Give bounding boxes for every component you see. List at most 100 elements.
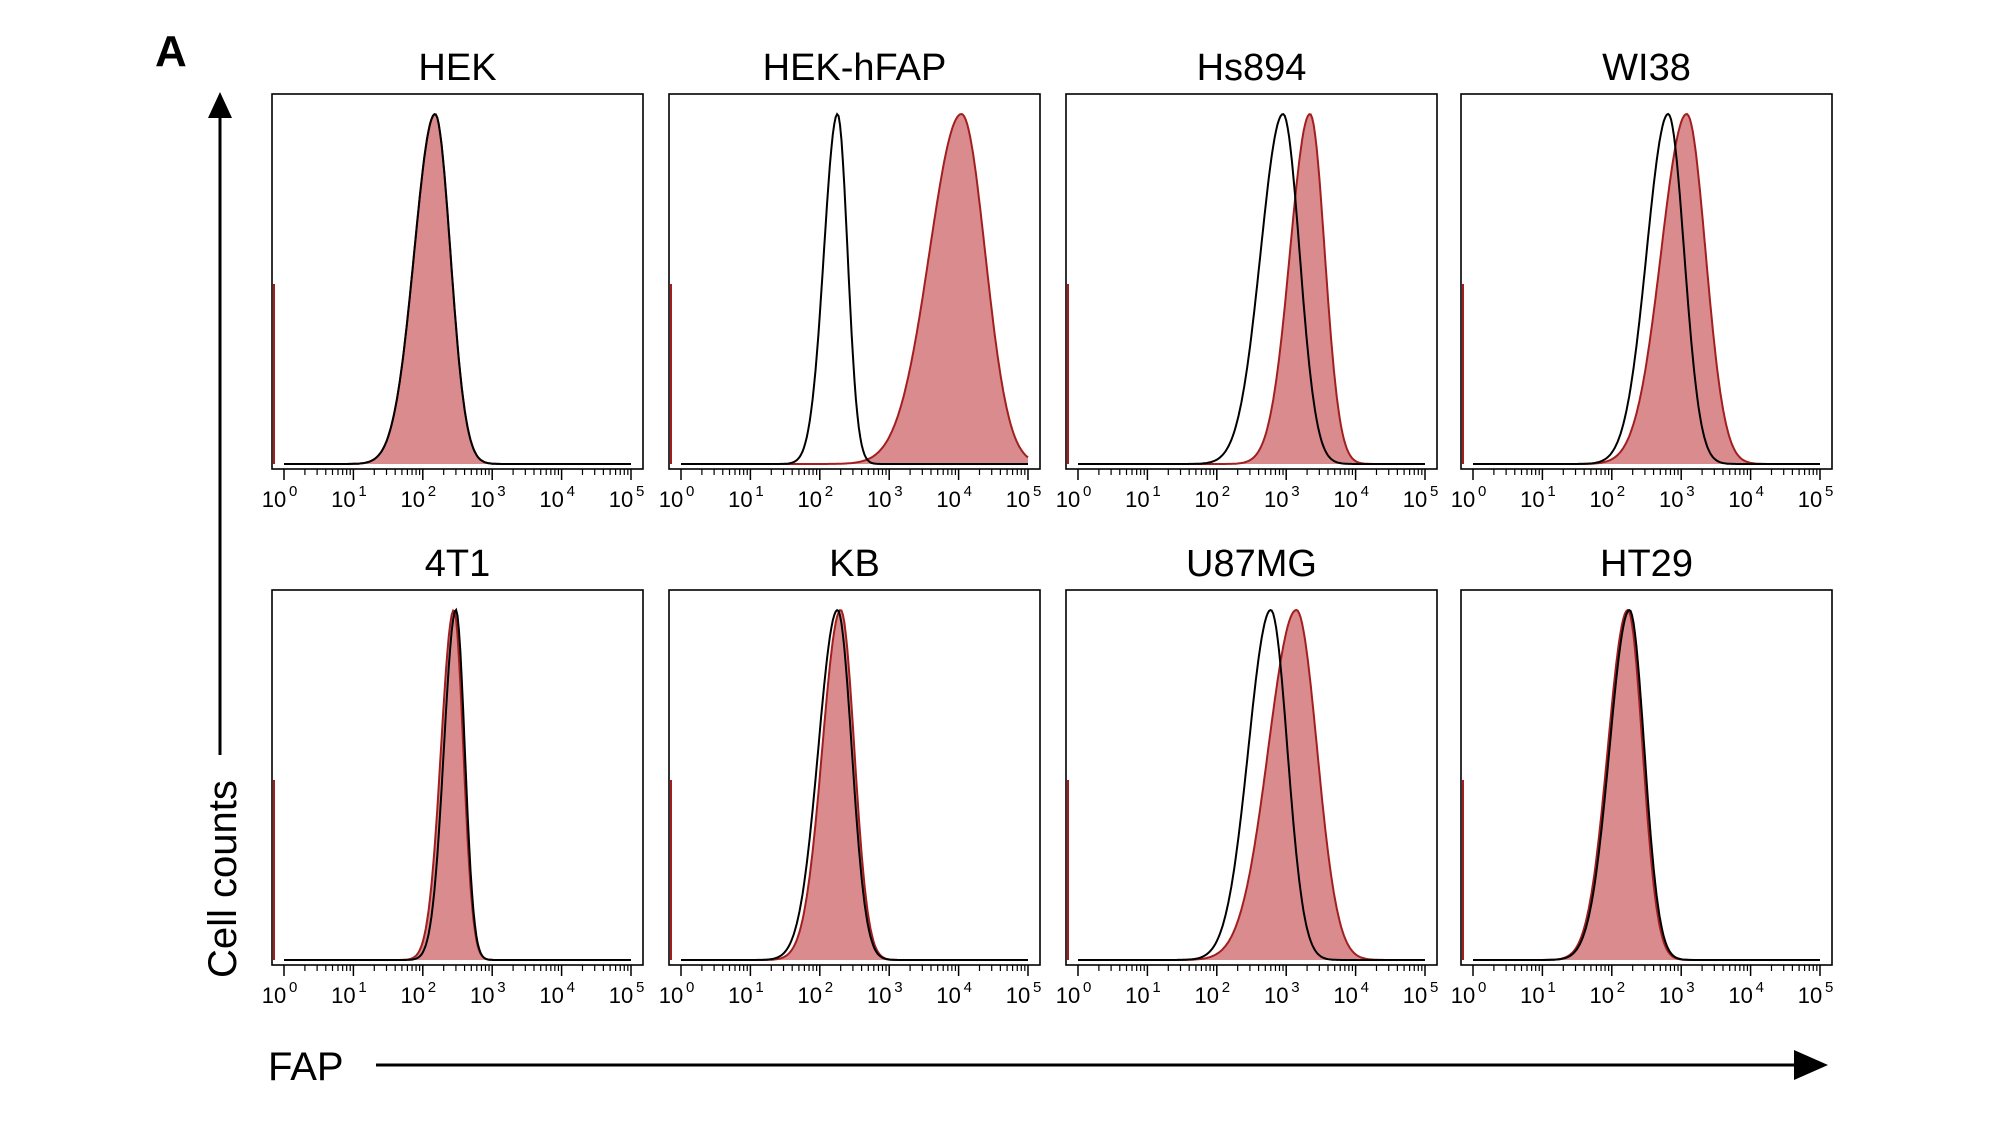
tick-exponent: 0 — [1083, 483, 1091, 500]
tick-exponent: 3 — [894, 979, 902, 996]
tick-exponent: 4 — [1361, 483, 1369, 500]
tick-label: 10 — [1798, 983, 1822, 1008]
tick-label: 10 — [936, 983, 960, 1008]
tick-exponent: 1 — [358, 483, 366, 500]
panel-title: HT29 — [1600, 543, 1693, 585]
tick-label: 10 — [1659, 487, 1683, 512]
tick-label: 10 — [798, 487, 822, 512]
tick-label: 10 — [470, 983, 494, 1008]
tick-label: 10 — [331, 983, 355, 1008]
tick-exponent: 4 — [567, 483, 575, 500]
tick-exponent: 1 — [1547, 979, 1555, 996]
control-line — [1473, 112, 1820, 465]
tick-label: 10 — [1125, 487, 1149, 512]
tick-label: 10 — [867, 487, 891, 512]
tick-exponent: 5 — [1825, 979, 1833, 996]
stained-area — [681, 114, 1028, 464]
tick-label: 10 — [1006, 487, 1030, 512]
panel-title: KB — [829, 543, 880, 585]
tick-exponent: 0 — [1083, 979, 1091, 996]
tick-label: 10 — [728, 983, 752, 1008]
tick-exponent: 0 — [289, 979, 297, 996]
tick-exponent: 1 — [755, 483, 763, 500]
tick-exponent: 1 — [1152, 979, 1160, 996]
tick-exponent: 2 — [1617, 979, 1625, 996]
tick-label: 10 — [1125, 983, 1149, 1008]
tick-exponent: 3 — [1291, 483, 1299, 500]
tick-label: 10 — [331, 487, 355, 512]
tick-exponent: 2 — [428, 979, 436, 996]
tick-label: 10 — [539, 983, 563, 1008]
x-ticks: 10 0 10 1 10 2 10 3 10 4 10 5 — [262, 469, 644, 512]
tick-exponent: 0 — [289, 483, 297, 500]
tick-exponent: 1 — [1547, 483, 1555, 500]
tick-exponent: 5 — [1033, 483, 1041, 500]
tick-label: 10 — [1520, 487, 1544, 512]
stained-area — [284, 610, 631, 960]
tick-label: 10 — [1590, 487, 1614, 512]
y-axis-arrow — [208, 92, 232, 755]
tick-label: 10 — [609, 983, 633, 1008]
tick-label: 10 — [470, 487, 494, 512]
tick-label: 10 — [867, 983, 891, 1008]
tick-label: 10 — [1333, 487, 1357, 512]
tick-exponent: 4 — [1756, 483, 1764, 500]
control-line — [284, 607, 631, 961]
x-ticks: 10 0 10 1 10 2 10 3 10 4 10 5 — [1451, 965, 1833, 1008]
x-ticks: 10 0 10 1 10 2 10 3 10 4 10 5 — [1451, 469, 1833, 512]
control-line — [284, 113, 631, 465]
tick-exponent: 0 — [686, 979, 694, 996]
tick-label: 10 — [262, 983, 286, 1008]
control-line — [681, 608, 1028, 961]
panel-title: U87MG — [1186, 543, 1317, 585]
tick-exponent: 5 — [636, 979, 644, 996]
tick-exponent: 5 — [636, 483, 644, 500]
tick-label: 10 — [262, 487, 286, 512]
tick-label: 10 — [1728, 983, 1752, 1008]
stained-area — [284, 114, 631, 464]
tick-label: 10 — [539, 487, 563, 512]
tick-exponent: 4 — [964, 483, 972, 500]
tick-label: 10 — [1659, 983, 1683, 1008]
tick-label: 10 — [659, 983, 683, 1008]
panel-title: 4T1 — [425, 543, 490, 585]
panel-title: Hs894 — [1197, 47, 1307, 89]
tick-exponent: 4 — [567, 979, 575, 996]
tick-label: 10 — [1195, 487, 1219, 512]
tick-exponent: 1 — [755, 979, 763, 996]
control-line — [1473, 608, 1820, 961]
x-ticks: 10 0 10 1 10 2 10 3 10 4 10 5 — [262, 965, 644, 1008]
tick-label: 10 — [1403, 983, 1427, 1008]
tick-exponent: 5 — [1430, 483, 1438, 500]
control-line — [681, 112, 1028, 465]
tick-label: 10 — [1195, 983, 1219, 1008]
x-ticks: 10 0 10 1 10 2 10 3 10 4 10 5 — [1056, 965, 1438, 1008]
tick-exponent: 1 — [358, 979, 366, 996]
tick-exponent: 2 — [825, 483, 833, 500]
control-line — [1078, 112, 1425, 465]
tick-label: 10 — [1590, 983, 1614, 1008]
tick-exponent: 5 — [1825, 483, 1833, 500]
tick-exponent: 3 — [497, 483, 505, 500]
tick-exponent: 0 — [686, 483, 694, 500]
tick-exponent: 3 — [1686, 483, 1694, 500]
tick-exponent: 2 — [1617, 483, 1625, 500]
stained-area — [1078, 610, 1425, 960]
tick-exponent: 2 — [1222, 483, 1230, 500]
stained-area — [1473, 114, 1820, 464]
tick-exponent: 3 — [497, 979, 505, 996]
tick-exponent: 3 — [1291, 979, 1299, 996]
tick-label: 10 — [1333, 983, 1357, 1008]
x-ticks: 10 0 10 1 10 2 10 3 10 4 10 5 — [659, 469, 1041, 512]
tick-label: 10 — [1728, 487, 1752, 512]
tick-exponent: 4 — [1756, 979, 1764, 996]
tick-exponent: 2 — [428, 483, 436, 500]
